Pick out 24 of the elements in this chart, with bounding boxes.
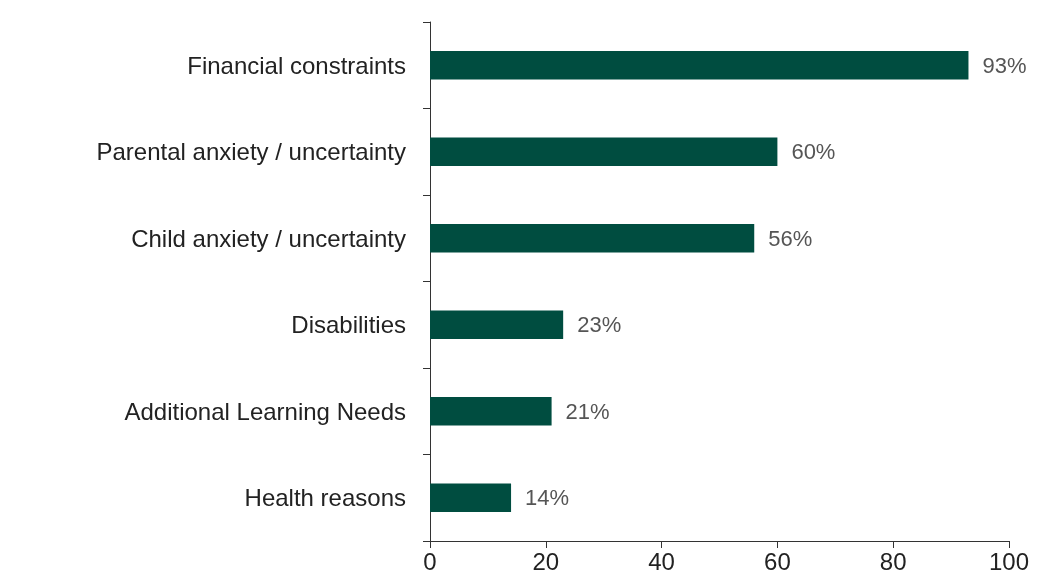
x-tick-label: 80	[879, 547, 907, 575]
data-label: 23%	[577, 312, 622, 338]
data-label: 60%	[791, 139, 836, 165]
bar	[430, 50, 969, 80]
bar	[430, 310, 564, 340]
y-tick-label: Child anxiety / uncertainty	[131, 224, 406, 252]
y-tick-label: Disabilities	[291, 311, 406, 339]
data-label: 93%	[982, 52, 1027, 78]
data-label: 56%	[768, 225, 813, 251]
bar	[430, 396, 552, 426]
y-tick-label: Financial constraints	[187, 51, 406, 79]
y-tick-label: Additional Learning Needs	[124, 397, 406, 425]
x-tick-label: 0	[423, 547, 437, 575]
x-tick-label: 60	[764, 547, 791, 575]
y-tick-label: Health reasons	[244, 484, 406, 512]
data-label: 21%	[565, 398, 610, 424]
x-tick-label: 100	[988, 547, 1030, 575]
bar	[430, 483, 512, 513]
x-tick-label: 20	[532, 547, 560, 575]
bar	[430, 137, 778, 167]
x-tick-label: 40	[648, 547, 675, 575]
bar	[430, 223, 755, 253]
y-tick-label: Parental anxiety / uncertainty	[96, 138, 406, 166]
data-label: 14%	[525, 485, 570, 511]
